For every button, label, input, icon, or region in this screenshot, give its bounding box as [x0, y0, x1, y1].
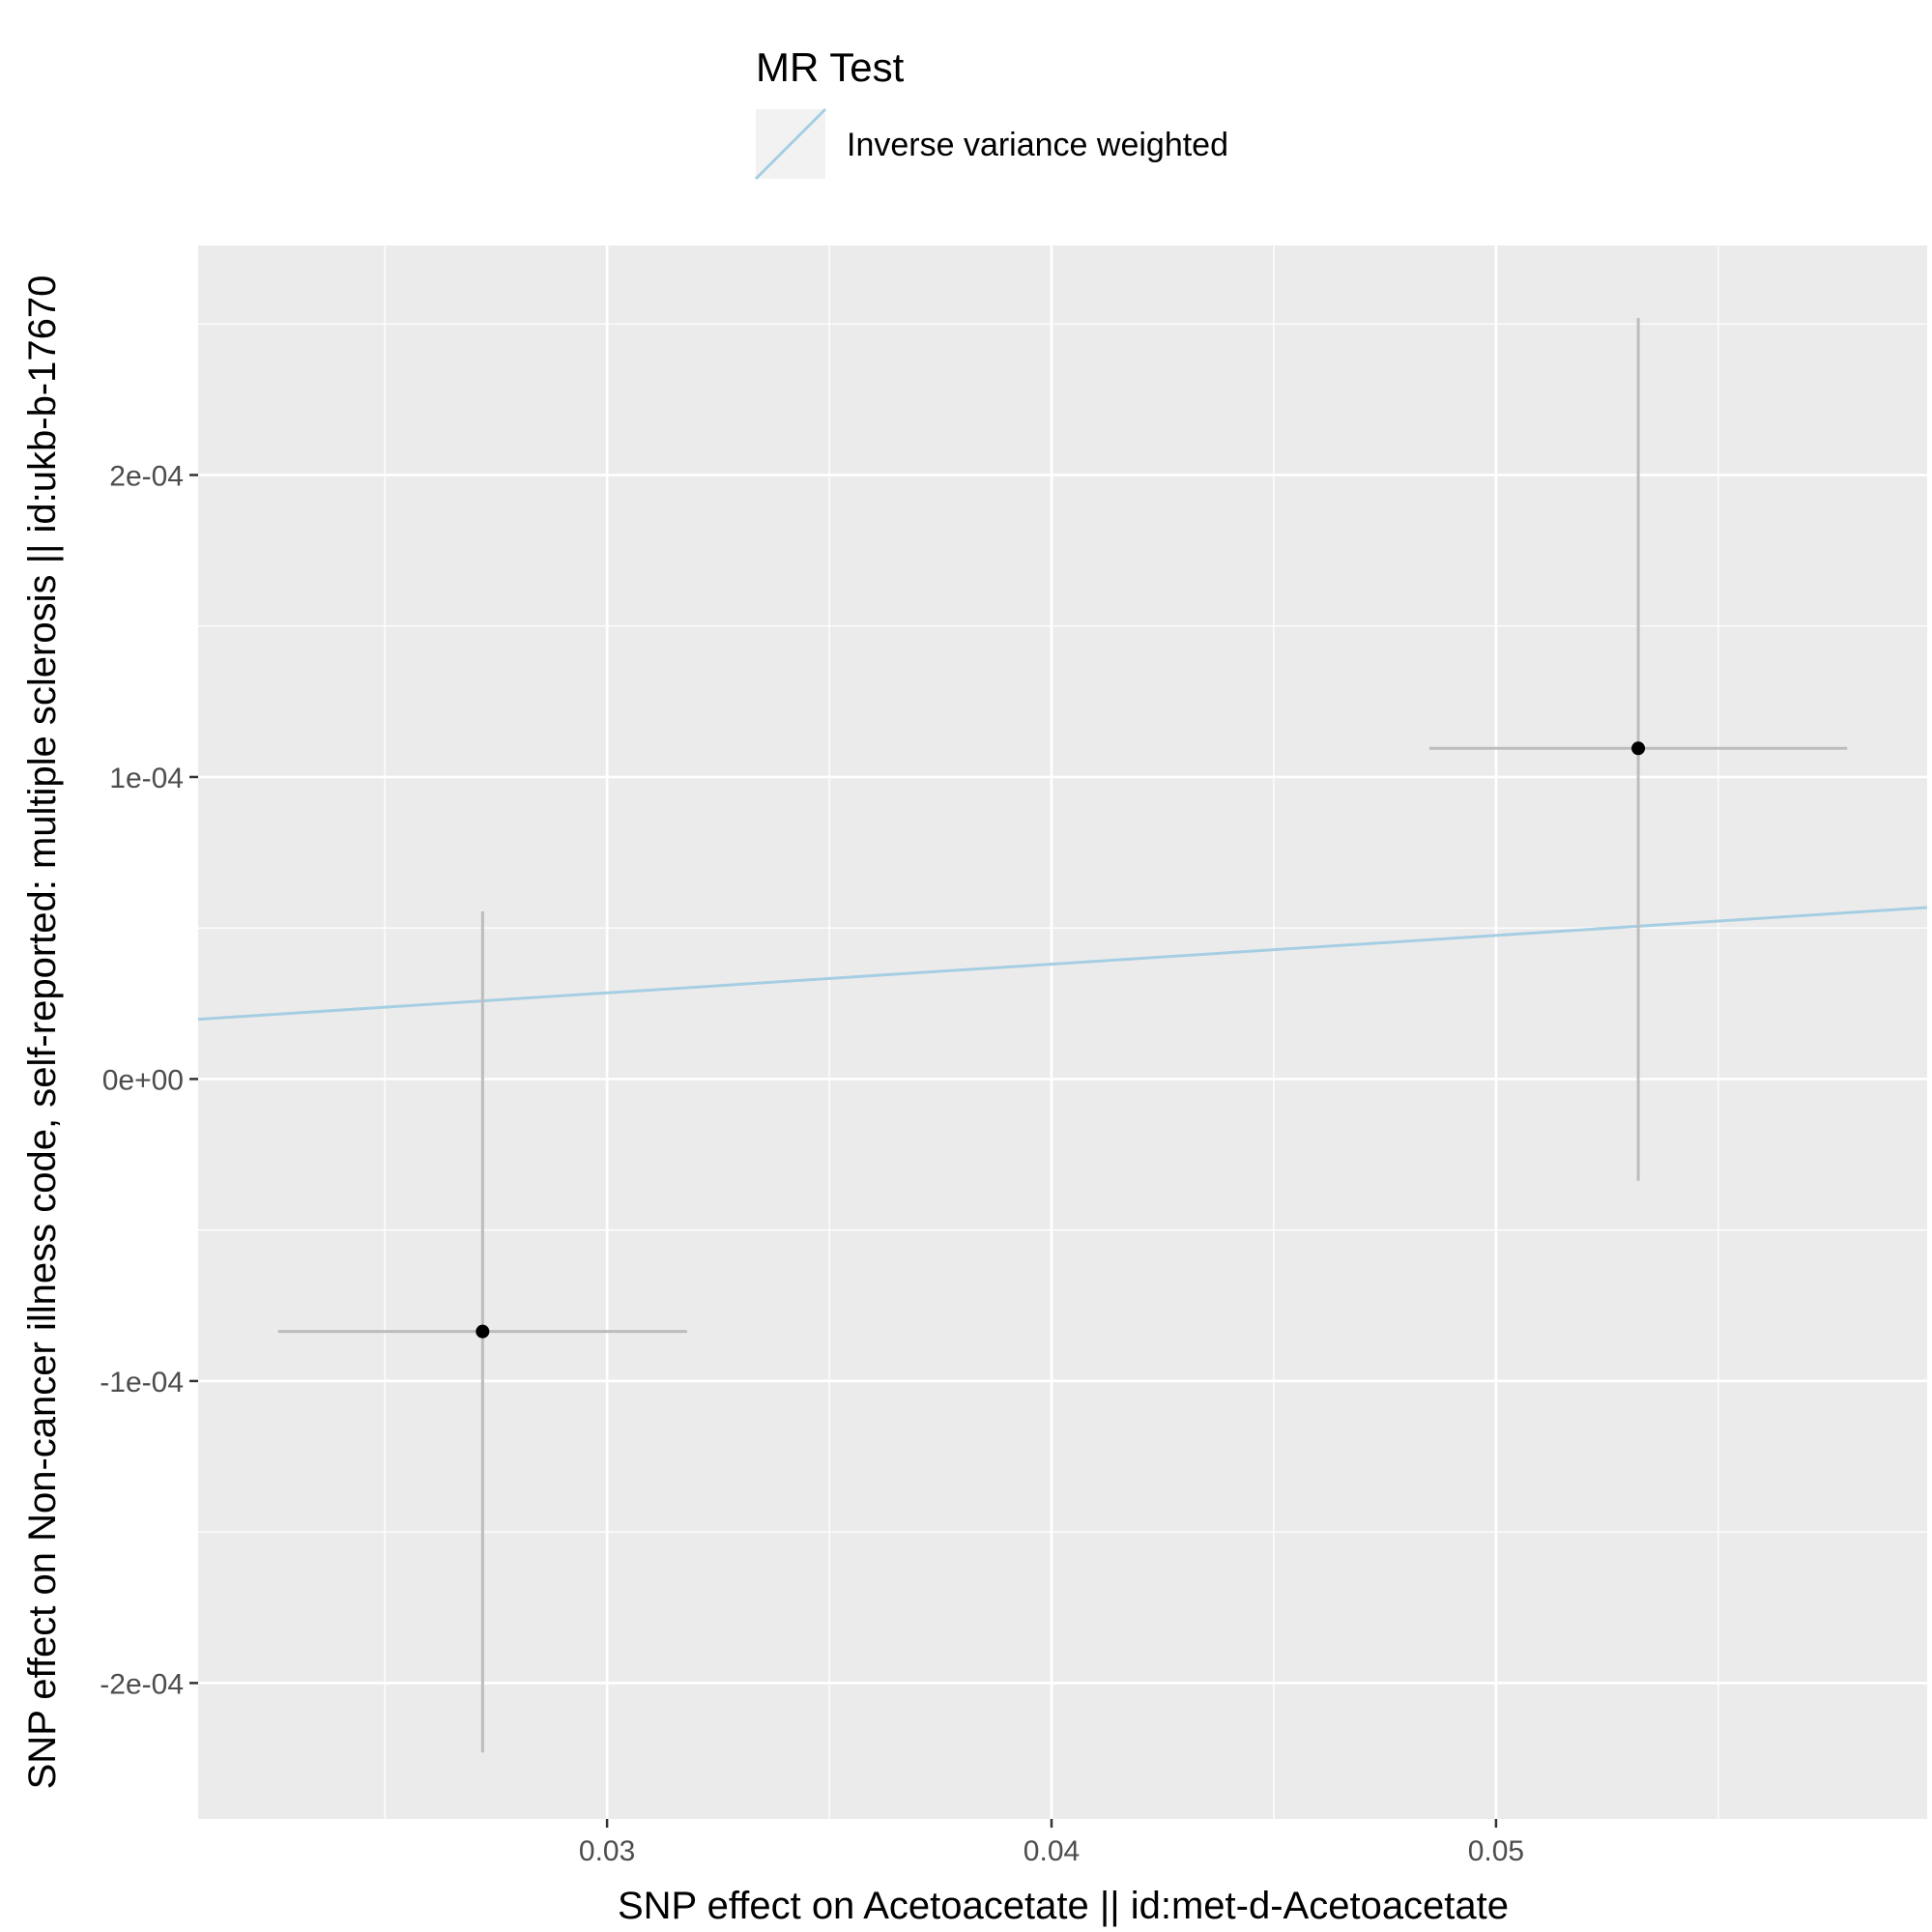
y-axis: -2e-04 -1e-04 0e+00 1e-04 2e-04	[100, 460, 198, 1700]
data-points	[476, 741, 1646, 1339]
legend: MR Test Inverse variance weighted	[754, 44, 1228, 181]
y-tick-label: -2e-04	[100, 1668, 184, 1700]
y-tick-label: 1e-04	[109, 763, 184, 794]
snp-point	[476, 1324, 490, 1339]
y-tick-label: -1e-04	[100, 1367, 184, 1399]
x-tick-label: 0.03	[579, 1835, 635, 1867]
x-tick-label: 0.04	[1024, 1835, 1080, 1867]
y-tick-label: 2e-04	[109, 460, 184, 492]
y-tick-label: 0e+00	[102, 1064, 184, 1096]
snp-point	[1631, 741, 1646, 756]
y-axis-title: SNP effect on Non-cancer illness code, s…	[21, 275, 64, 1790]
legend-key-line	[754, 107, 827, 181]
legend-entry-label: Inverse variance weighted	[847, 127, 1228, 163]
plot-panel	[198, 245, 1927, 1819]
x-tick-label: 0.05	[1468, 1835, 1524, 1867]
x-axis: 0.03 0.04 0.05	[579, 1819, 1524, 1867]
legend-title: MR Test	[756, 44, 905, 90]
x-axis-title: SNP effect on Acetoacetate || id:met-d-A…	[618, 1885, 1509, 1927]
major-gridlines	[198, 245, 1927, 1819]
